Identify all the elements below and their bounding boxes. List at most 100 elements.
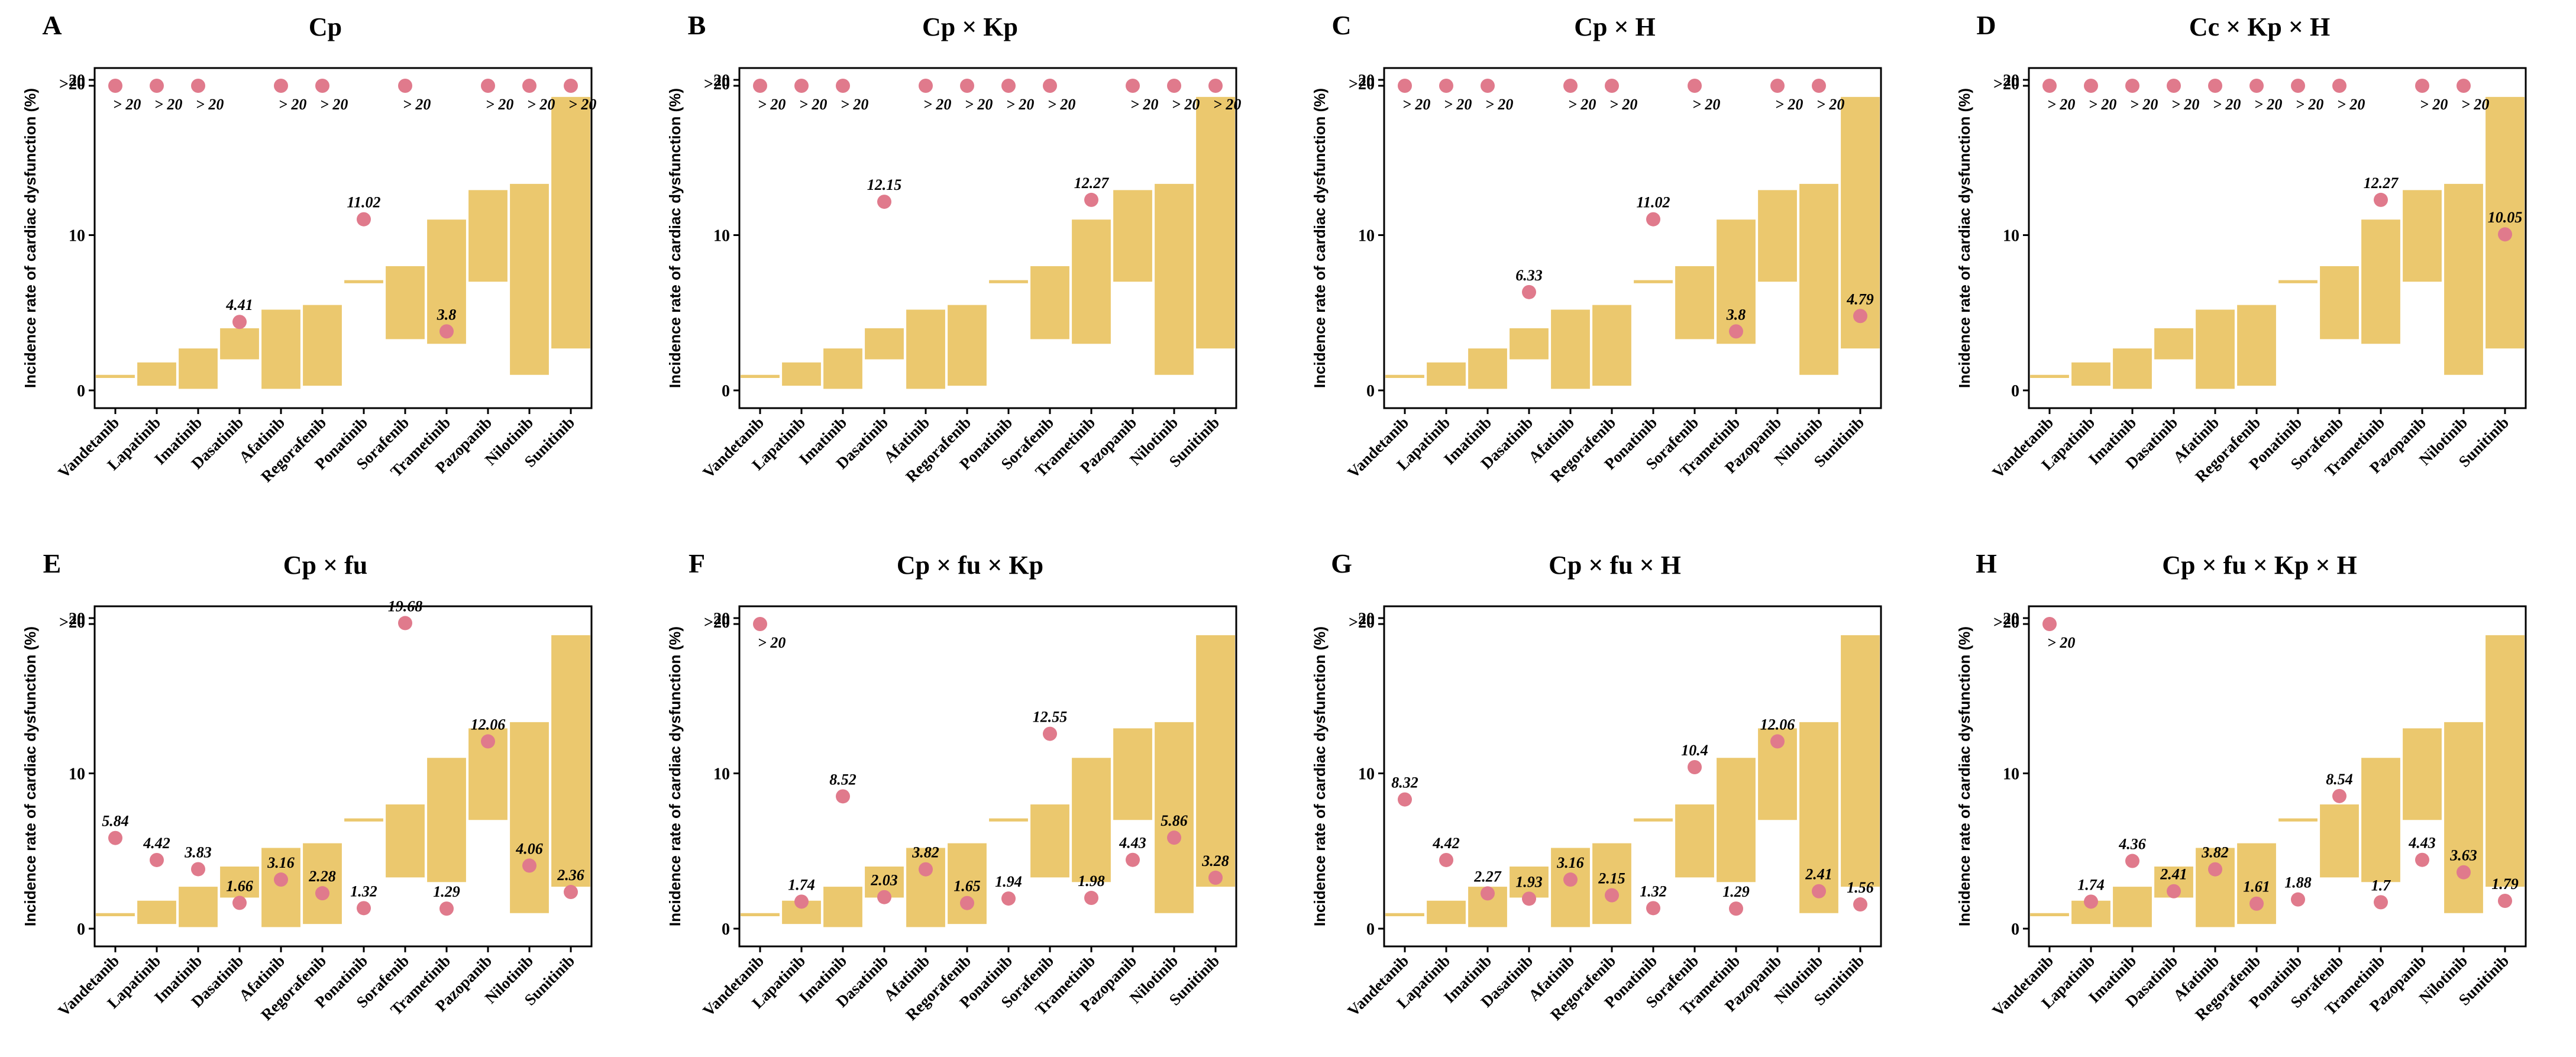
point-label: 4.06	[515, 840, 543, 857]
point-lapatinib	[2084, 894, 2098, 909]
point-nilotinib	[522, 79, 536, 93]
panel-letter: B	[688, 10, 706, 40]
panel-title: Cp × H	[1574, 12, 1656, 41]
bar-range-regorafenib	[1592, 843, 1631, 925]
bar-range-ponatinib	[989, 280, 1028, 283]
point-dasatinib	[877, 890, 891, 904]
point-nilotinib	[2457, 79, 2471, 93]
bar-range-imatinib	[179, 887, 218, 927]
point-sorafenib	[2332, 788, 2346, 803]
point-afatinib	[919, 862, 933, 877]
point-trametinib	[439, 901, 454, 916]
y-tick-label: 10	[1358, 765, 1375, 784]
y-axis-label: Incidence rate of cardiac dysfunction (%…	[1311, 626, 1329, 926]
point-label: 12.27	[1074, 174, 1110, 192]
point-lapatinib	[1439, 79, 1453, 93]
bar-range-sorafenib	[1030, 266, 1069, 340]
panel-letter: F	[689, 548, 705, 578]
bar-range-ponatinib	[1634, 818, 1673, 822]
bar-range-sunitinib	[1196, 635, 1235, 887]
point-label: 1.65	[954, 878, 981, 895]
panel-title: Cp × Kp	[922, 12, 1018, 41]
point-sunitinib	[1208, 79, 1223, 93]
y-axis-label: Incidence rate of cardiac dysfunction (%…	[21, 626, 39, 926]
point-sunitinib	[564, 79, 578, 93]
bar-range-pazopanib	[1113, 728, 1152, 820]
x-tick-label: Vandetanib	[54, 413, 122, 481]
bar-range-trametinib	[1072, 758, 1111, 883]
point-label: 12.15	[867, 176, 902, 193]
y-tick-label: >20	[1993, 75, 2019, 93]
point-regorafenib	[315, 79, 329, 93]
point-nilotinib	[2457, 865, 2471, 880]
point-label: > 20	[758, 96, 786, 113]
x-tick-label: Vandetanib	[1989, 952, 2057, 1020]
point-vandetanib	[1398, 792, 1412, 807]
y-tick-label: 0	[77, 382, 85, 400]
point-label: > 20	[2047, 96, 2075, 113]
point-label: > 20	[320, 96, 348, 113]
panel-letter: E	[43, 548, 62, 578]
point-vandetanib	[108, 830, 122, 845]
chart-panel-d: D Cc × Kp × H Incidence rate of cardiac dy…	[1956, 10, 2527, 486]
bar-range-ponatinib	[1634, 280, 1673, 283]
point-label: > 20	[2171, 96, 2199, 113]
point-sunitinib	[2498, 227, 2512, 242]
panel-letter: C	[1331, 10, 1351, 40]
x-tick-label: Vandetanib	[1989, 413, 2057, 481]
point-regorafenib	[960, 896, 974, 910]
panel-title: Cp × fu × Kp	[897, 551, 1043, 580]
axes-frame	[738, 605, 1237, 948]
point-sunitinib	[1853, 897, 1867, 912]
point-label: > 20	[527, 96, 555, 113]
panel-letter: G	[1331, 548, 1352, 578]
point-label: > 20	[154, 96, 182, 113]
panel-letter: H	[1976, 548, 1997, 578]
point-label: > 20	[1568, 96, 1596, 113]
bar-range-regorafenib	[303, 305, 342, 386]
point-label: 2.15	[1598, 870, 1625, 887]
panel-letter: A	[42, 10, 62, 40]
point-ponatinib	[1001, 79, 1016, 93]
point-nilotinib	[1167, 830, 1181, 845]
point-label: 4.36	[2118, 836, 2146, 853]
axes-frame	[1383, 605, 1882, 948]
chart-panel-b: B Cp × Kp Incidence rate of cardiac dysfun…	[666, 10, 1241, 486]
point-pazopanib	[1770, 734, 1785, 749]
bar-range-sunitinib	[1196, 96, 1235, 349]
y-tick-label: 0	[2011, 382, 2019, 400]
point-label: > 20	[2213, 96, 2241, 113]
point-label: 3.83	[184, 843, 212, 861]
bar-range-sorafenib	[2320, 804, 2359, 878]
point-pazopanib	[2415, 79, 2429, 93]
point-vandetanib	[753, 79, 767, 93]
point-label: > 20	[1130, 96, 1158, 113]
bar-range-afatinib	[1551, 848, 1590, 927]
point-label: 3.16	[1556, 854, 1584, 871]
axes-frame	[2028, 67, 2527, 409]
point-label: > 20	[2130, 96, 2158, 113]
point-label: 3.63	[2449, 847, 2477, 864]
y-tick-label: 10	[2003, 765, 2019, 784]
point-vandetanib	[2042, 79, 2057, 93]
point-dasatinib	[232, 315, 247, 329]
point-label: 6.33	[1515, 267, 1543, 284]
bar-range-sunitinib	[551, 635, 590, 887]
point-label: 1.56	[1847, 879, 1874, 896]
point-label: 1.93	[1515, 873, 1543, 890]
bar-range-lapatinib	[782, 362, 821, 386]
point-label: 3.16	[267, 854, 295, 871]
x-tick-label: Vandetanib	[1344, 952, 1412, 1020]
bar-range-dasatinib	[2154, 328, 2193, 360]
bar-range-regorafenib	[948, 843, 987, 925]
point-trametinib	[1084, 192, 1098, 207]
point-label: 10.4	[1681, 742, 1708, 759]
point-lapatinib	[1439, 852, 1453, 867]
point-afatinib	[2208, 862, 2222, 877]
point-label: 1.29	[1722, 883, 1750, 900]
point-trametinib	[439, 324, 454, 339]
y-tick-label: 10	[713, 227, 730, 245]
point-lapatinib	[2084, 79, 2098, 93]
point-imatinib	[2125, 79, 2139, 93]
